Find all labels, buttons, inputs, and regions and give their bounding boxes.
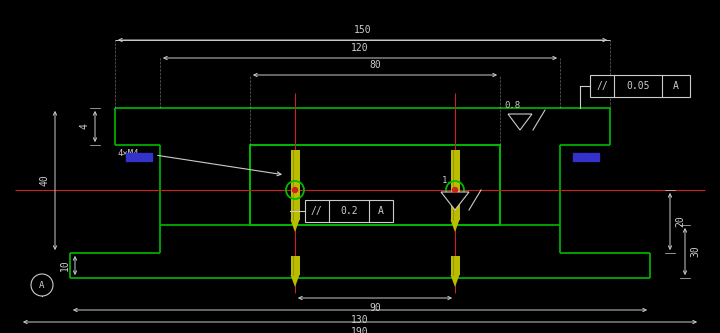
Text: 20: 20 (675, 216, 685, 227)
Text: //: // (311, 206, 323, 216)
Bar (126, 153, 134, 161)
Bar (250, 145, 500, 225)
Polygon shape (508, 114, 532, 130)
Circle shape (452, 187, 457, 192)
Text: 190: 190 (351, 327, 369, 333)
Text: 0.8: 0.8 (504, 101, 520, 110)
Polygon shape (451, 275, 459, 287)
Circle shape (292, 187, 297, 192)
Text: 0.2: 0.2 (340, 206, 358, 216)
Text: 130: 130 (351, 315, 369, 325)
Bar (135, 153, 143, 161)
Bar (582, 153, 590, 161)
Polygon shape (441, 192, 469, 210)
Bar (250, 145, 500, 225)
Bar (573, 153, 581, 161)
Text: 30: 30 (690, 246, 700, 257)
Bar (451, 256, 459, 275)
Text: A: A (673, 81, 679, 91)
Text: 150: 150 (354, 25, 372, 35)
Polygon shape (290, 275, 300, 287)
Polygon shape (451, 220, 459, 232)
Text: 0.05: 0.05 (626, 81, 649, 91)
Text: 90: 90 (369, 303, 381, 313)
Polygon shape (290, 220, 300, 232)
Bar (305, 200, 393, 222)
Bar (290, 256, 300, 275)
Text: 4×M4: 4×M4 (118, 149, 140, 158)
Bar (144, 153, 152, 161)
Text: //: // (596, 81, 608, 91)
Bar (290, 150, 300, 220)
Text: 40: 40 (40, 174, 50, 186)
Text: 80: 80 (369, 60, 381, 70)
Bar (451, 150, 459, 220)
Text: 10: 10 (60, 260, 70, 271)
Text: 120: 120 (351, 43, 369, 53)
Text: 1.6: 1.6 (442, 176, 458, 185)
Bar (590, 75, 690, 97)
Text: A: A (40, 280, 45, 289)
Text: A: A (378, 206, 384, 216)
Text: 4: 4 (80, 124, 90, 130)
Bar (591, 153, 599, 161)
Circle shape (31, 274, 53, 296)
